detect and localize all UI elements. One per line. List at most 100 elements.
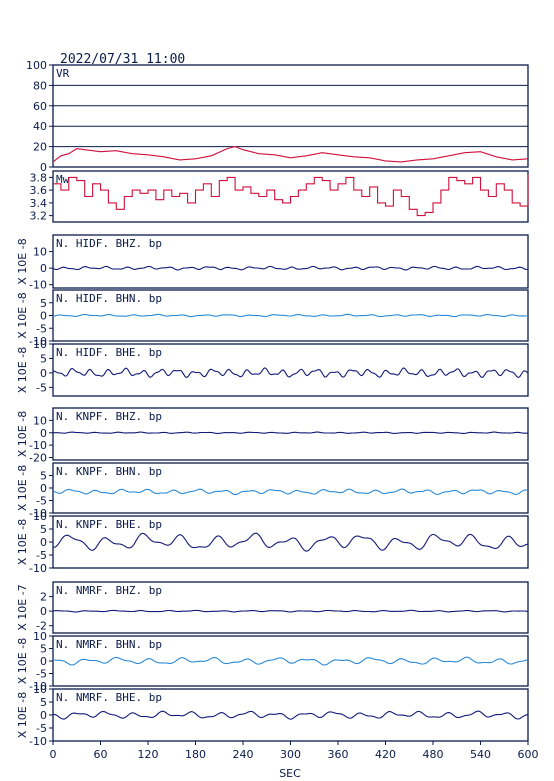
y-tick-label: 80 <box>33 79 47 92</box>
trace-line <box>52 609 529 613</box>
x-tick-label: 0 <box>50 748 57 761</box>
y-tick-label: 2 <box>40 591 47 604</box>
y-tick-label: 3.4 <box>30 197 48 210</box>
y-tick-label: -10 <box>29 562 47 575</box>
panel-nmrf-bhz: 20 -2 N. NMRF. BHZ. bp X 10E -7 <box>16 581 529 634</box>
panel-hidf-bhn: 50-5-10 N. HIDF. BHN. bp X 10E -8 <box>16 289 529 348</box>
trace-line <box>52 146 529 163</box>
y-axis-unit-label: X 10E -8 <box>16 238 29 284</box>
y-tick-label: 3.8 <box>30 171 48 184</box>
y-axis-unit-label: X 10E -8 <box>16 465 29 511</box>
panel-frame <box>52 407 529 461</box>
timestamp: 2022/07/31 11:00 <box>60 52 185 67</box>
y-tick-label: 0 <box>40 709 47 722</box>
y-axis-unit-label: X 10E -8 <box>16 519 29 565</box>
y-tick-label: 0 <box>40 605 47 618</box>
panel-label: N. NMRF. BHN. bp <box>56 638 162 651</box>
x-tick-label: 600 <box>518 748 539 761</box>
y-tick-label: 0 <box>40 262 47 275</box>
panel-hidf-bhz: 10 0 -10 N. HIDF. BHZ. bp X 10E -8 <box>16 234 529 292</box>
panel-label: N. HIDF. BHE. bp <box>56 346 162 359</box>
y-tick-label: 0 <box>40 310 47 323</box>
panel-label: N. KNPF. BHE. bp <box>56 518 162 531</box>
y-tick-label: -10 <box>29 279 47 292</box>
panel-label: Mw <box>56 173 70 186</box>
panel-label: N. KNPF. BHZ. bp <box>56 410 162 423</box>
y-tick-label: 20 <box>33 141 47 154</box>
y-tick-label: 5 <box>40 643 47 656</box>
y-tick-label: 3.6 <box>30 184 48 197</box>
trace-line <box>52 265 529 271</box>
y-tick-label: 10 <box>33 338 47 351</box>
trace-line <box>52 656 529 666</box>
y-tick-label: 5 <box>40 352 47 365</box>
y-tick-label: 5 <box>40 523 47 536</box>
y-tick-label: 60 <box>33 100 47 113</box>
y-tick-label: 10 <box>33 414 47 427</box>
panel-knpf-bhn: 50-5-10 N. KNPF. BHN. bp X 10E -8 <box>16 462 529 520</box>
y-tick-label: -5 <box>36 322 47 335</box>
y-tick-label: -10 <box>29 335 47 348</box>
y-tick-label: -5 <box>36 381 47 394</box>
y-axis-unit-label: X 10E -8 <box>16 292 29 338</box>
x-tick-label: 480 <box>423 748 444 761</box>
y-tick-label: 10 <box>33 246 47 259</box>
y-tick-label: 5 <box>40 470 47 483</box>
y-tick-label: -10 <box>29 507 47 520</box>
trace-line <box>52 532 529 552</box>
y-tick-label: 0 <box>40 482 47 495</box>
panel-label: VR <box>56 67 70 80</box>
y-tick-label: -10 <box>29 439 47 452</box>
panel-mw: 3.83.63.43.2 Mw <box>30 170 529 223</box>
y-tick-label: 5 <box>40 696 47 709</box>
y-axis-unit-label: X 10E -8 <box>16 411 29 457</box>
y-axis-unit-label: X 10E -8 <box>16 347 29 393</box>
x-tick-label: 120 <box>138 748 159 761</box>
x-tick-label: 360 <box>328 748 349 761</box>
panel-frame <box>52 343 529 397</box>
y-tick-label: -10 <box>29 680 47 693</box>
panel-frame <box>52 581 529 634</box>
panel-label: N. HIDF. BHN. bp <box>56 292 162 305</box>
y-tick-label: -20 <box>29 452 47 465</box>
y-tick-label: 0 <box>40 367 47 380</box>
panel-label: N. NMRF. BHZ. bp <box>56 584 162 597</box>
y-tick-label: -5 <box>36 549 47 562</box>
y-tick-label: 3.2 <box>30 210 48 223</box>
panel-knpf-bhz: 100-10-20 N. KNPF. BHZ. bp X 10E -8 <box>16 407 529 465</box>
x-axis-label: SEC <box>279 767 301 780</box>
y-tick-label: 5 <box>40 297 47 310</box>
x-tick-label: 420 <box>375 748 396 761</box>
panel-frame <box>52 64 529 168</box>
y-tick-label: 0 <box>40 427 47 440</box>
x-tick-label: 540 <box>470 748 491 761</box>
panel-label: N. HIDF. BHZ. bp <box>56 237 162 250</box>
panel-vr: 100 80 60 40 20 0 VR <box>26 59 529 174</box>
x-tick-label: 240 <box>233 748 254 761</box>
y-tick-label: -5 <box>36 495 47 508</box>
trace-line <box>52 488 529 496</box>
y-tick-label: 100 <box>26 59 47 72</box>
panel-label: N. KNPF. BHN. bp <box>56 465 162 478</box>
y-tick-label: 0 <box>40 161 47 174</box>
panel-label: N. NMRF. BHE. bp <box>56 691 162 704</box>
x-tick-label: 60 <box>94 748 108 761</box>
y-tick-label: -5 <box>36 722 47 735</box>
y-tick-label: 0 <box>40 655 47 668</box>
y-tick-label: 10 <box>33 510 47 523</box>
y-tick-label: -10 <box>29 735 47 748</box>
panel-frame <box>52 234 529 289</box>
y-tick-label: 10 <box>33 630 47 643</box>
x-tick-label: 180 <box>185 748 206 761</box>
x-tick-label: 300 <box>280 748 301 761</box>
trace-line <box>53 174 529 217</box>
panel-hidf-bhe: 105 0-5 N. HIDF. BHE. bp X 10E -8 <box>16 338 529 397</box>
y-tick-label: 10 <box>33 683 47 696</box>
y-tick-label: -5 <box>36 668 47 681</box>
trace-line <box>52 710 529 720</box>
trace-line <box>52 313 528 318</box>
